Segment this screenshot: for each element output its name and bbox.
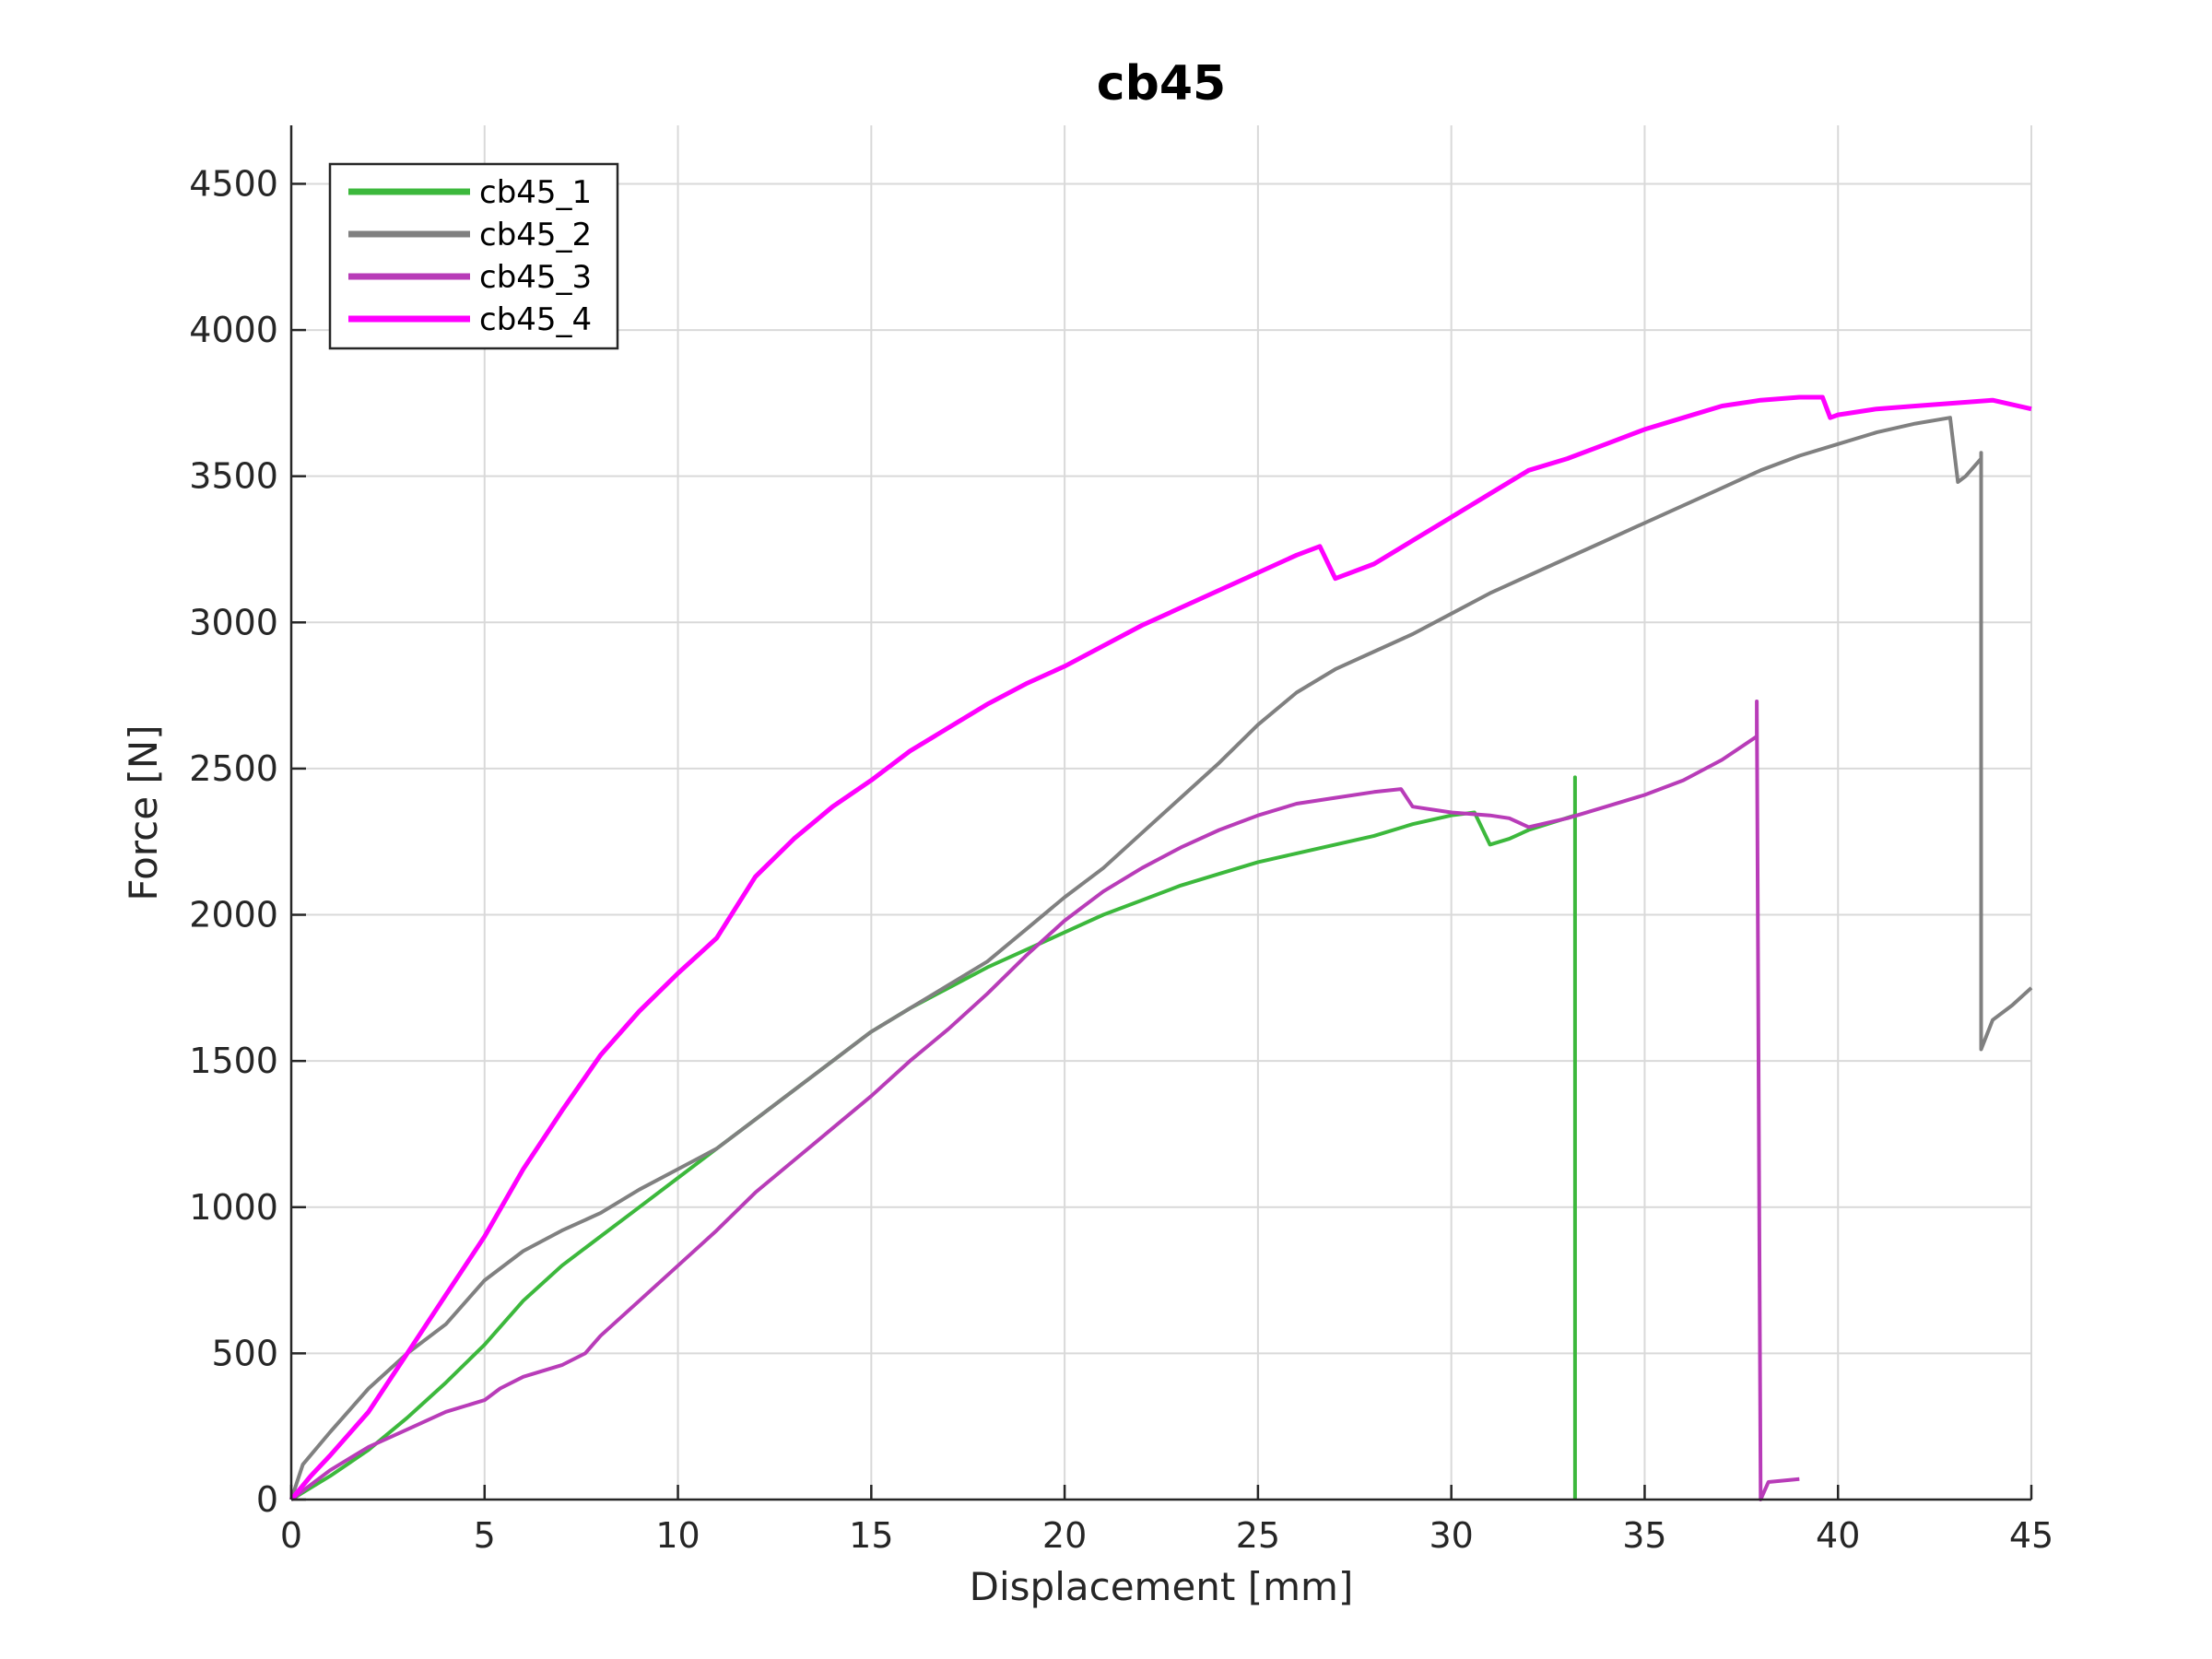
x-tick-label: 20	[1042, 1515, 1087, 1556]
y-tick-label: 4000	[189, 310, 278, 350]
y-tick-label: 3000	[189, 602, 278, 642]
legend: cb45_1 cb45_2 cb45_3 cb45_4	[328, 162, 619, 350]
y-tick-label: 2000	[189, 895, 278, 935]
y-tick-label: 0	[256, 1479, 278, 1520]
y-tick-label: 1500	[189, 1041, 278, 1081]
series-line-cb45_2	[289, 416, 2033, 1500]
legend-label-cb45_2: cb45_2	[479, 217, 592, 253]
y-tick-label: 4500	[189, 163, 278, 204]
y-tick-label: 2500	[189, 748, 278, 789]
x-tick-label: 15	[849, 1515, 893, 1556]
legend-label-cb45_3: cb45_3	[479, 259, 592, 296]
legend-label-cb45_1: cb45_1	[479, 174, 592, 211]
series-line-cb45_3	[289, 700, 1800, 1501]
x-tick-label: 10	[655, 1515, 700, 1556]
y-tick-label: 1000	[189, 1187, 278, 1228]
x-tick-label: 0	[280, 1515, 302, 1556]
x-tick-label: 35	[1622, 1515, 1666, 1556]
y-tick-label: 500	[211, 1333, 278, 1373]
legend-label-cb45_4: cb45_4	[479, 301, 592, 338]
axes	[289, 125, 2033, 1501]
y-tick-label: 3500	[189, 456, 278, 497]
series-line-cb45_4	[289, 394, 2032, 1501]
x-tick-label: 45	[2009, 1515, 2053, 1556]
x-tick-label: 5	[474, 1515, 496, 1556]
y-axis-label: Force [N]	[121, 724, 166, 900]
x-axis-label: Displacement [mm]	[970, 1564, 1354, 1609]
x-tick-label: 30	[1429, 1515, 1473, 1556]
series-lines	[289, 394, 2033, 1501]
tick-labels: 0 5 10 15 20 25 30 35 40 45 0 500 1000 1500 2000 2500 30…	[189, 163, 2053, 1556]
x-tick-label: 40	[1816, 1515, 1860, 1556]
x-tick-label: 25	[1236, 1515, 1280, 1556]
chart-title: cb45	[1097, 56, 1226, 112]
